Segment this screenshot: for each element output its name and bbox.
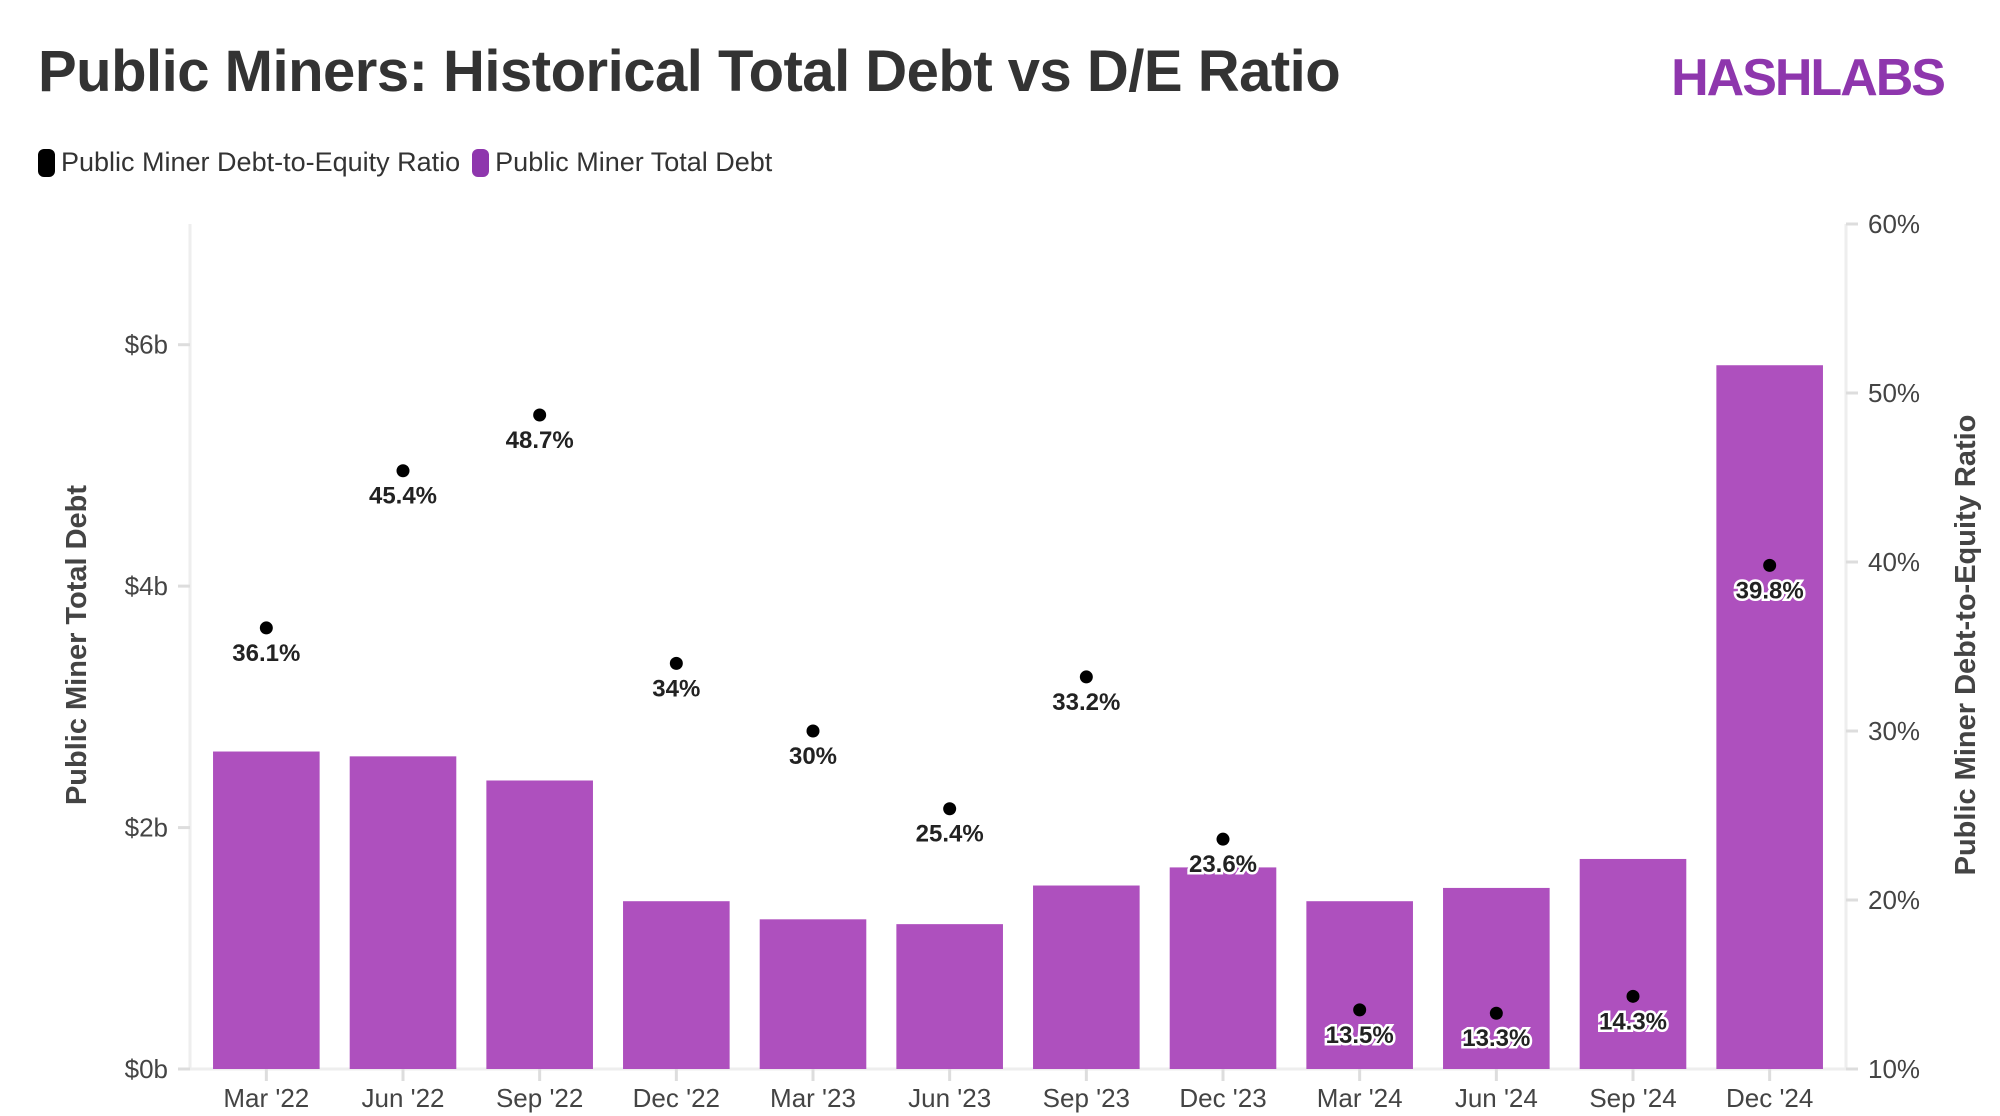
- x-tick-label: Mar '22: [223, 1083, 309, 1113]
- debt-bar: [1033, 885, 1140, 1069]
- de-ratio-label: 36.1%: [232, 640, 300, 667]
- x-tick-label: Mar '23: [770, 1083, 856, 1113]
- de-ratio-label: 34%: [652, 675, 700, 702]
- debt-bar: [1579, 858, 1687, 1069]
- y-tick-label-right: 30%: [1868, 716, 1920, 746]
- de-ratio-point: [1489, 1006, 1503, 1020]
- de-ratio-label: 30%: [789, 743, 837, 770]
- debt-bar: [896, 924, 1003, 1069]
- de-ratio-label: 39.8%: [1736, 577, 1804, 604]
- x-tick-label: Dec '24: [1726, 1083, 1813, 1113]
- legend-swatch-purple-icon: [472, 148, 490, 177]
- debt-bar: [1443, 887, 1550, 1069]
- legend: Public Miner Debt-to-Equity Ratio Public…: [38, 147, 772, 178]
- de-ratio-point: [1626, 989, 1640, 1003]
- y-tick-label-left: $6b: [125, 330, 168, 360]
- de-ratio-point: [669, 656, 683, 670]
- de-ratio-label: 13.3%: [1462, 1025, 1530, 1052]
- y-axis-title-left: Public Miner Total Debt: [61, 485, 93, 805]
- de-ratio-point: [943, 802, 957, 816]
- de-ratio-point: [259, 621, 273, 635]
- y-tick-label-right: 10%: [1868, 1054, 1920, 1084]
- x-tick-label: Dec '22: [633, 1083, 720, 1113]
- de-ratio-label: 48.7%: [506, 427, 574, 454]
- debt-bar: [623, 901, 730, 1069]
- x-tick-label: Jun '24: [1455, 1083, 1538, 1113]
- chart-title: Public Miners: Historical Total Debt vs …: [38, 39, 1341, 104]
- de-ratio-point: [1763, 558, 1777, 572]
- de-ratio-point: [533, 408, 547, 422]
- x-tick-label: Jun '23: [908, 1083, 991, 1113]
- de-ratio-label: 14.3%: [1599, 1008, 1667, 1035]
- debt-bar: [349, 756, 457, 1069]
- y-tick-label-left: $4b: [125, 571, 168, 601]
- x-tick-label: Jun '22: [361, 1083, 444, 1113]
- x-tick-label: Sep '24: [1589, 1083, 1676, 1113]
- legend-swatch-black-icon: [38, 148, 55, 177]
- y-tick-label-left: $0b: [125, 1054, 168, 1084]
- y-tick-label-right: 50%: [1868, 378, 1920, 408]
- legend-label: Public Miner Total Debt: [495, 147, 773, 177]
- hashlabs-logo: HASHLABS: [1671, 49, 1946, 107]
- x-tick-label: Dec '23: [1179, 1083, 1266, 1113]
- de-ratio-label: 13.5%: [1326, 1022, 1394, 1049]
- debt-bar: [486, 780, 593, 1069]
- debt-bar: [1306, 901, 1413, 1069]
- legend-item-total-debt[interactable]: Public Miner Total Debt: [472, 147, 772, 178]
- y-tick-label-right: 40%: [1868, 547, 1920, 577]
- de-ratio-label: 33.2%: [1052, 689, 1120, 716]
- debt-bar: [213, 751, 320, 1069]
- legend-item-de-ratio[interactable]: Public Miner Debt-to-Equity Ratio: [38, 147, 460, 178]
- y-tick-label-right: 20%: [1868, 885, 1920, 915]
- de-ratio-label: 23.6%: [1189, 851, 1257, 878]
- debt-bar: [1169, 867, 1277, 1069]
- debt-bar: [759, 919, 867, 1069]
- de-ratio-point: [1216, 832, 1230, 846]
- x-tick-label: Sep '23: [1043, 1083, 1130, 1113]
- x-tick-label: Mar '24: [1317, 1083, 1403, 1113]
- y-tick-label-right: 60%: [1868, 209, 1920, 239]
- legend-label: Public Miner Debt-to-Equity Ratio: [61, 147, 461, 177]
- de-ratio-point: [1353, 1003, 1367, 1017]
- de-ratio-point: [1079, 670, 1093, 684]
- y-tick-label-left: $2b: [125, 813, 168, 843]
- de-ratio-point: [806, 724, 820, 738]
- de-ratio-label: 25.4%: [916, 821, 984, 848]
- de-ratio-point: [396, 464, 410, 478]
- x-tick-label: Sep '22: [496, 1083, 583, 1113]
- de-ratio-label: 45.4%: [369, 483, 437, 510]
- y-axis-title-right: Public Miner Debt-to-Equity Ratio: [1950, 415, 1982, 876]
- debt-bar: [1716, 365, 1823, 1069]
